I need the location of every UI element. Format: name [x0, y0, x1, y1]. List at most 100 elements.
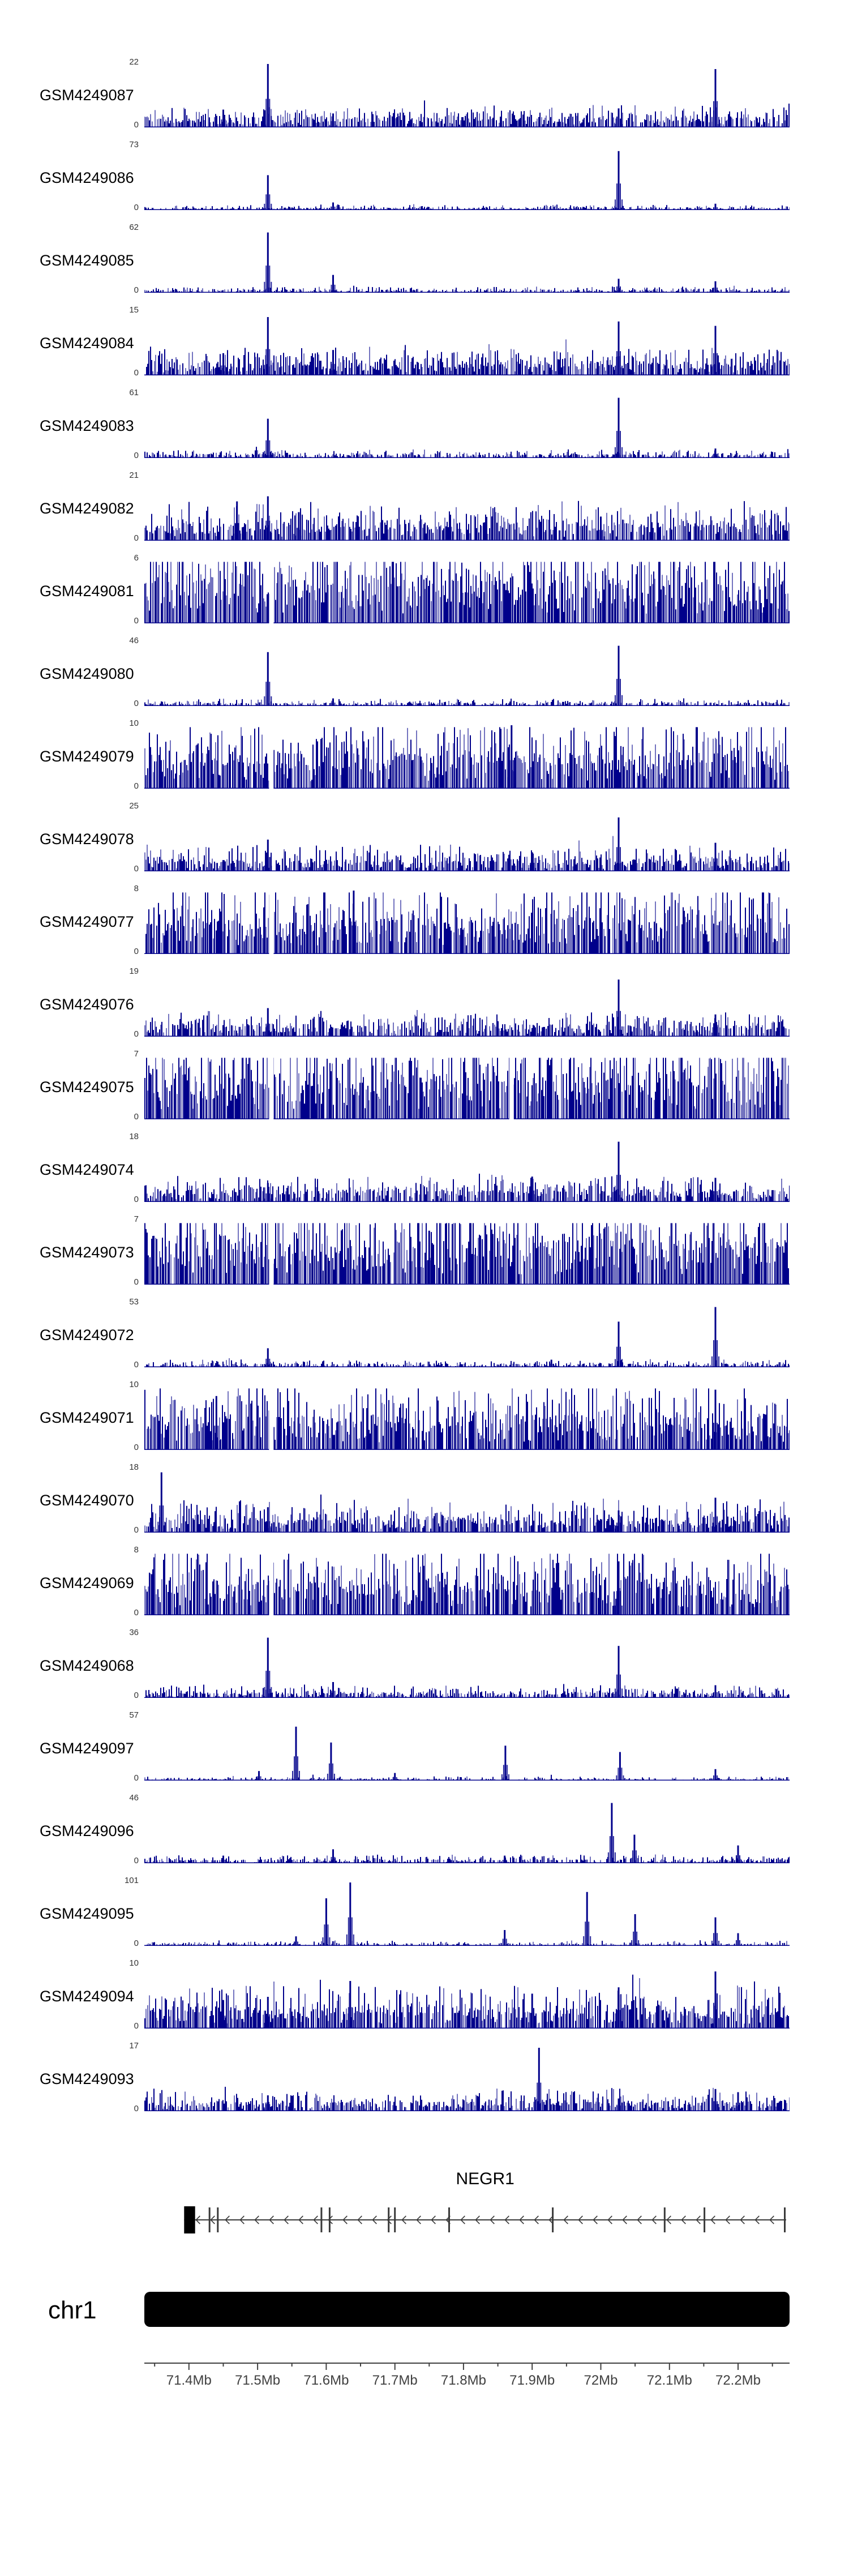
track-row: GSM4249070 18 0 — [0, 1459, 849, 1542]
coverage-signal — [144, 151, 790, 210]
y-axis-zero-label: 0 — [134, 1029, 139, 1039]
track-row: GSM4249071 10 0 — [0, 1376, 849, 1459]
y-axis-zero-label: 0 — [134, 1773, 139, 1783]
track-row: GSM4249093 17 0 — [0, 2038, 849, 2120]
track-label: GSM4249079 — [40, 748, 134, 765]
y-axis-zero-label: 0 — [134, 616, 139, 626]
track-row: GSM4249096 46 0 — [0, 1790, 849, 1872]
track-label: GSM4249085 — [40, 252, 134, 269]
coverage-signal — [144, 1141, 790, 1202]
y-axis-zero-label: 0 — [134, 2021, 139, 2031]
axis-tick-label: 71.5Mb — [235, 2373, 280, 2388]
coverage-signal — [144, 232, 790, 293]
y-axis-max-label: 8 — [134, 1545, 139, 1555]
y-axis-zero-label: 0 — [134, 1608, 139, 1618]
y-axis-zero-label: 0 — [134, 1856, 139, 1865]
coverage-signal — [144, 496, 790, 541]
coverage-signal — [144, 397, 790, 458]
coverage-signal — [144, 645, 790, 706]
track-row: GSM4249095 101 0 — [0, 1872, 849, 1955]
y-axis-zero-label: 0 — [134, 947, 139, 956]
axis-tick-label: 72Mb — [584, 2373, 618, 2388]
gene-model — [184, 2206, 786, 2233]
y-axis-zero-label: 0 — [134, 285, 139, 295]
track-label: GSM4249076 — [40, 996, 134, 1013]
track-row: GSM4249084 15 0 — [0, 302, 849, 384]
axis-tick-label: 71.7Mb — [372, 2373, 418, 2388]
axis-tick-label: 71.8Mb — [441, 2373, 486, 2388]
y-axis-zero-label: 0 — [134, 1443, 139, 1452]
track-row: GSM4249069 8 0 — [0, 1542, 849, 1624]
track-label: GSM4249097 — [40, 1740, 134, 1757]
y-axis-max-label: 21 — [129, 470, 139, 480]
track-label: GSM4249095 — [40, 1905, 134, 1922]
track-label: GSM4249080 — [40, 665, 134, 682]
y-axis-max-label: 8 — [134, 884, 139, 893]
coverage-signal — [144, 2048, 790, 2111]
coverage-signal — [144, 560, 790, 623]
y-axis-max-label: 25 — [129, 801, 139, 811]
y-axis-max-label: 7 — [134, 1214, 139, 1224]
y-axis-max-label: 57 — [129, 1710, 139, 1720]
track-label: GSM4249070 — [40, 1492, 134, 1509]
y-axis-max-label: 15 — [129, 305, 139, 315]
y-axis-zero-label: 0 — [134, 1112, 139, 1122]
y-axis-max-label: 46 — [129, 636, 139, 645]
coverage-signal — [144, 1552, 790, 1615]
y-axis-zero-label: 0 — [134, 1195, 139, 1204]
track-row: GSM4249083 61 0 — [0, 384, 849, 467]
axis-tick-label: 72.2Mb — [715, 2373, 761, 2388]
track-label: GSM4249072 — [40, 1326, 134, 1343]
track-label: GSM4249084 — [40, 335, 134, 352]
chromosome-label: chr1 — [48, 2296, 97, 2324]
track-label: GSM4249078 — [40, 831, 134, 848]
track-label: GSM4249077 — [40, 913, 134, 930]
track-row: GSM4249081 6 0 — [0, 550, 849, 632]
track-label: GSM4249069 — [40, 1574, 134, 1591]
coverage-signal — [144, 891, 790, 954]
track-row: GSM4249087 22 0 — [0, 54, 849, 136]
y-axis-max-label: 18 — [129, 1132, 139, 1141]
track-row: GSM4249073 7 0 — [0, 1211, 849, 1294]
track-label: GSM4249096 — [40, 1822, 134, 1839]
track-label: GSM4249068 — [40, 1657, 134, 1674]
axis-tick-label: 71.4Mb — [166, 2373, 212, 2388]
ideogram-track: chr1 — [0, 2287, 849, 2338]
y-axis-max-label: 22 — [129, 57, 139, 67]
coverage-signal — [144, 317, 790, 375]
y-axis-max-label: 18 — [129, 1462, 139, 1472]
track-row: GSM4249076 19 0 — [0, 963, 849, 1046]
y-axis-max-label: 62 — [129, 222, 139, 232]
coverage-signal — [144, 725, 790, 789]
track-row: GSM4249075 7 0 — [0, 1046, 849, 1128]
track-label: GSM4249082 — [40, 500, 134, 517]
axis-tick-label: 71.6Mb — [303, 2373, 349, 2388]
y-axis-max-label: 53 — [129, 1297, 139, 1307]
y-axis-max-label: 10 — [129, 718, 139, 728]
y-axis-max-label: 73 — [129, 140, 139, 149]
y-axis-max-label: 101 — [124, 1876, 139, 1885]
coverage-signal — [144, 1221, 790, 1285]
track-row: GSM4249086 73 0 — [0, 136, 849, 219]
genome-axis: 71.4Mb 71.5Mb 71.6Mb 71.7Mb 71.8Mb 71.9Mb 72Mb… — [144, 2363, 790, 2388]
coverage-signal — [144, 1803, 790, 1863]
axis-tick-label: 71.9Mb — [509, 2373, 555, 2388]
track-row: GSM4249079 10 0 — [0, 715, 849, 798]
track-label: GSM4249094 — [40, 1988, 134, 2005]
gene-name-label: NEGR1 — [456, 2170, 514, 2188]
y-axis-zero-label: 0 — [134, 1691, 139, 1700]
y-axis-max-label: 19 — [129, 966, 139, 976]
y-axis-zero-label: 0 — [134, 699, 139, 708]
track-row: GSM4249080 46 0 — [0, 632, 849, 715]
y-axis-zero-label: 0 — [134, 864, 139, 874]
track-label: GSM4249083 — [40, 417, 134, 434]
gene-annotation-track: NEGR1 — [0, 2140, 849, 2276]
track-label: GSM4249074 — [40, 1161, 134, 1178]
y-axis-zero-label: 0 — [134, 120, 139, 130]
y-axis-zero-label: 0 — [134, 1525, 139, 1535]
y-axis-zero-label: 0 — [134, 368, 139, 378]
coverage-signal — [144, 1637, 790, 1698]
y-axis-max-label: 61 — [129, 388, 139, 397]
coverage-signal — [144, 1056, 790, 1119]
